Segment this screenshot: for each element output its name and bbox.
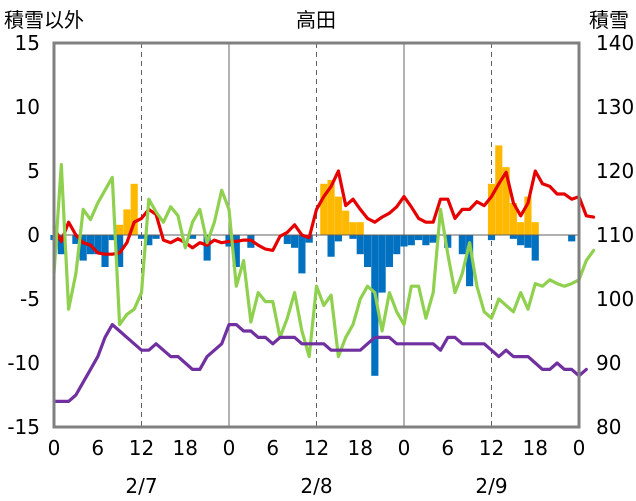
bar [531, 222, 539, 235]
x-tick-label: 6 [266, 436, 279, 460]
bar [378, 235, 386, 293]
bar [349, 235, 357, 239]
bar [363, 235, 372, 267]
bar [407, 235, 415, 246]
bar [517, 235, 525, 246]
bar [116, 224, 124, 235]
bar [101, 235, 109, 267]
bar [568, 235, 576, 242]
bar [371, 235, 379, 376]
line-series [52, 169, 596, 256]
bar [487, 183, 496, 235]
line-series [52, 323, 588, 403]
y-right-tick-label: 110 [596, 223, 634, 247]
x-tick-label: 0 [398, 436, 411, 460]
plot-frame [52, 41, 581, 429]
bar [342, 210, 350, 235]
bar [327, 179, 335, 235]
y-left-tick-label: 5 [27, 159, 40, 183]
y-left-tick-label: 15 [15, 31, 40, 55]
date-label: 2/9 [475, 474, 507, 498]
bar [298, 235, 306, 274]
bar [517, 222, 525, 235]
bar [487, 235, 496, 241]
bar [57, 235, 65, 255]
y-right-tick-label: 100 [596, 287, 634, 311]
y-left-tick-label: 10 [15, 95, 40, 119]
bar [123, 209, 131, 235]
bar [283, 235, 291, 244]
y-right-tick-label: 140 [596, 31, 634, 55]
bar [72, 235, 80, 244]
bar [334, 196, 342, 235]
y-right-tick-label: 90 [596, 351, 621, 375]
left-axis-label: 積雪以外 [4, 8, 84, 32]
x-tick-label: 18 [523, 436, 548, 460]
bar [334, 235, 342, 242]
bar [327, 235, 335, 257]
bar [145, 235, 153, 246]
y-left-tick-label: -10 [7, 351, 40, 375]
bar [152, 235, 160, 239]
bar [466, 235, 474, 287]
chart-title: 高田 [296, 8, 336, 32]
bar [400, 235, 408, 247]
bar [509, 235, 517, 239]
bar [188, 235, 197, 239]
bar [429, 235, 437, 243]
x-tick-label: 6 [91, 436, 104, 460]
y-left-tick-label: 0 [27, 223, 40, 247]
bar [415, 235, 423, 241]
bar [291, 235, 299, 248]
y-right-tick-label: 80 [596, 415, 621, 439]
bar [531, 235, 539, 261]
bar [385, 235, 393, 267]
x-tick-label: 12 [129, 436, 154, 460]
x-tick-label: 12 [304, 436, 329, 460]
bar [422, 235, 430, 246]
x-tick-label: 0 [573, 436, 586, 460]
x-tick-label: 6 [441, 436, 454, 460]
bar [320, 183, 328, 235]
bar [137, 235, 146, 239]
bar [94, 235, 102, 255]
bar [458, 235, 466, 255]
y-right-tick-label: 120 [596, 159, 634, 183]
y-left-tick-label: -5 [20, 287, 40, 311]
bar [232, 235, 240, 267]
plot-area [50, 41, 596, 429]
x-tick-label: 0 [48, 436, 61, 460]
line-series [52, 163, 596, 359]
bar [524, 196, 532, 235]
bar [502, 167, 510, 235]
right-axis-label: 積雪 [589, 8, 629, 32]
bar [509, 203, 517, 235]
x-tick-label: 0 [223, 436, 236, 460]
bar [108, 235, 116, 241]
x-tick-label: 12 [479, 436, 504, 460]
y-left-tick-label: -15 [7, 415, 40, 439]
bar [356, 222, 364, 235]
bar [356, 235, 364, 255]
bar [393, 235, 401, 255]
y-right-tick-label: 130 [596, 95, 634, 119]
bar [444, 235, 452, 248]
date-label: 2/8 [300, 474, 332, 498]
bar [524, 235, 532, 248]
bar [79, 235, 87, 261]
x-tick-label: 18 [173, 436, 198, 460]
bar [495, 145, 503, 235]
date-label: 2/7 [125, 474, 157, 498]
x-tick-label: 18 [348, 436, 373, 460]
bar [203, 235, 211, 261]
bar [349, 222, 357, 235]
bar [130, 183, 138, 235]
